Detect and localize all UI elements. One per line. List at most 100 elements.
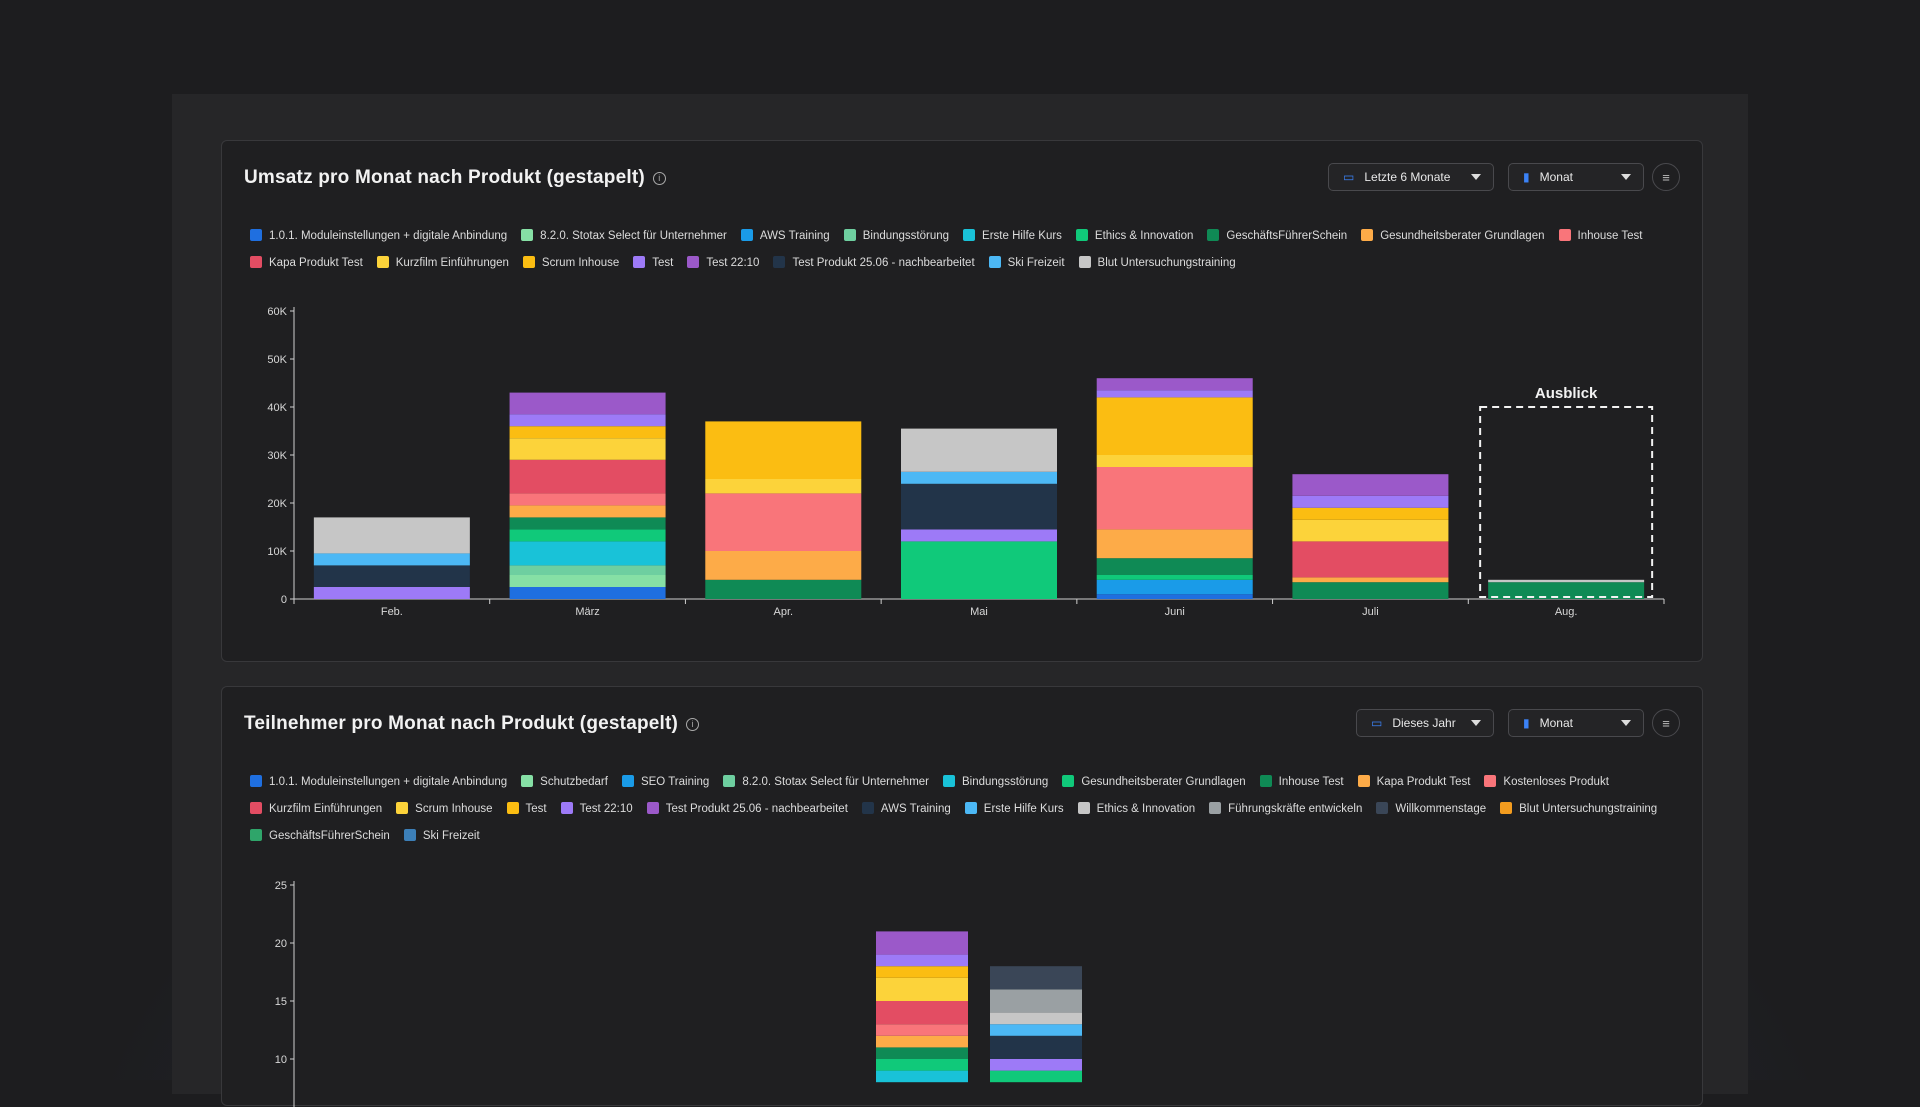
bar-segment[interactable]: [509, 517, 666, 530]
info-icon[interactable]: i: [652, 172, 666, 185]
bar-segment[interactable]: [901, 529, 1057, 542]
bar-segment[interactable]: [509, 459, 666, 494]
bar-segment[interactable]: [1096, 390, 1253, 398]
legend-item[interactable]: Bindungsstörung: [843, 223, 949, 250]
bar-segment[interactable]: [509, 587, 666, 599]
legend-item[interactable]: Ethics & Innovation: [1075, 223, 1193, 250]
legend-item[interactable]: Kapa Produkt Test: [250, 250, 363, 277]
bar-segment[interactable]: [509, 529, 666, 542]
legend-item[interactable]: Kurzfilm Einführungen: [250, 796, 382, 823]
bar-segment[interactable]: [1096, 467, 1253, 530]
legend-item[interactable]: 8.2.0. Stotax Select für Unternehmer: [723, 769, 929, 796]
legend-item[interactable]: Test Produkt 25.06 - nachbearbeitet: [773, 250, 975, 277]
bar-segment[interactable]: [509, 575, 666, 587]
legend-item[interactable]: GeschäftsFührerSchein: [250, 823, 390, 850]
bar-segment[interactable]: [876, 1059, 968, 1071]
legend-item[interactable]: Test 22:10: [560, 796, 633, 823]
legend-item[interactable]: 8.2.0. Stotax Select für Unternehmer: [521, 223, 727, 250]
legend-item[interactable]: Scrum Inhouse: [522, 250, 619, 277]
bar-segment[interactable]: [509, 541, 666, 566]
bar-segment[interactable]: [1292, 582, 1449, 599]
bar-segment[interactable]: [509, 392, 666, 415]
bar-segment[interactable]: [1096, 455, 1253, 467]
legend-item[interactable]: GeschäftsFührerSchein: [1207, 223, 1347, 250]
bar-segment[interactable]: [990, 1024, 1082, 1036]
legend-item[interactable]: Gesundheitsberater Grundlagen: [1361, 223, 1545, 250]
bar-segment[interactable]: [1488, 579, 1645, 583]
legend-item[interactable]: Führungskräfte entwickeln: [1209, 796, 1362, 823]
legend-item[interactable]: AWS Training: [861, 796, 951, 823]
legend-item[interactable]: Bindungsstörung: [943, 769, 1048, 796]
legend-item[interactable]: Erste Hilfe Kurs: [963, 223, 1062, 250]
bar-segment[interactable]: [1292, 474, 1449, 496]
bar-segment[interactable]: [705, 421, 862, 479]
bar-segment[interactable]: [1096, 378, 1253, 391]
bar-segment[interactable]: [876, 1035, 968, 1048]
bar-segment[interactable]: [901, 483, 1057, 530]
bar-segment[interactable]: [1292, 507, 1449, 520]
legend-item[interactable]: AWS Training: [740, 223, 830, 250]
bar-segment[interactable]: [990, 1070, 1082, 1083]
bar-segment[interactable]: [1096, 579, 1253, 595]
bar-segment[interactable]: [509, 493, 666, 506]
interval-dropdown[interactable]: ▮ Monat: [1508, 163, 1644, 191]
bar-segment[interactable]: [901, 471, 1057, 484]
bar-segment[interactable]: [990, 1012, 1082, 1025]
bar-segment[interactable]: [901, 428, 1057, 472]
legend-item[interactable]: Test: [633, 250, 673, 277]
legend-item[interactable]: Willkommenstage: [1376, 796, 1486, 823]
legend-item[interactable]: Blut Untersuchungstraining: [1500, 796, 1657, 823]
bar-segment[interactable]: [509, 426, 666, 439]
bar-segment[interactable]: [705, 479, 862, 494]
filter-icon[interactable]: ≡: [1652, 163, 1680, 191]
legend-item[interactable]: Ski Freizeit: [403, 823, 480, 850]
bar-segment[interactable]: [876, 1001, 968, 1025]
bar-segment[interactable]: [876, 954, 968, 967]
bar-segment[interactable]: [876, 931, 968, 955]
bar-segment[interactable]: [313, 553, 470, 566]
bar-segment[interactable]: [1096, 558, 1253, 575]
bar-segment[interactable]: [313, 587, 470, 599]
bar-segment[interactable]: [313, 517, 470, 554]
legend-item[interactable]: Test Produkt 25.06 - nachbearbeitet: [646, 796, 848, 823]
legend-item[interactable]: Schutzbedarf: [521, 769, 608, 796]
bar-segment[interactable]: [1292, 519, 1449, 542]
legend-item[interactable]: 1.0.1. Moduleinstellungen + digitale Anb…: [250, 769, 507, 796]
bar-segment[interactable]: [705, 493, 862, 551]
bar-segment[interactable]: [990, 966, 1082, 990]
legend-item[interactable]: Test: [506, 796, 547, 823]
bar-segment[interactable]: [1096, 397, 1253, 455]
bar-segment[interactable]: [876, 966, 968, 978]
filter-icon[interactable]: ≡: [1652, 709, 1680, 737]
bar-segment[interactable]: [1292, 541, 1449, 578]
legend-item[interactable]: Test 22:10: [687, 250, 759, 277]
bar-segment[interactable]: [1096, 594, 1253, 599]
time-range-dropdown[interactable]: ▭ Dieses Jahr: [1356, 709, 1494, 737]
legend-item[interactable]: Blut Untersuchungstraining: [1078, 250, 1236, 277]
legend-item[interactable]: Gesundheitsberater Grundlagen: [1062, 769, 1246, 796]
bar-segment[interactable]: [509, 565, 666, 575]
interval-dropdown[interactable]: ▮ Monat: [1508, 709, 1644, 737]
bar-segment[interactable]: [509, 438, 666, 460]
legend-item[interactable]: SEO Training: [621, 769, 709, 796]
bar-segment[interactable]: [1096, 575, 1253, 580]
bar-segment[interactable]: [509, 505, 666, 518]
bar-segment[interactable]: [990, 989, 1082, 1013]
bar-segment[interactable]: [705, 551, 862, 580]
bar-segment[interactable]: [876, 1047, 968, 1059]
bar-segment[interactable]: [705, 579, 862, 599]
bar-segment[interactable]: [1292, 577, 1449, 583]
legend-item[interactable]: Kurzfilm Einführungen: [376, 250, 509, 277]
time-range-dropdown[interactable]: ▭ Letzte 6 Monate: [1328, 163, 1494, 191]
legend-item[interactable]: Ethics & Innovation: [1077, 796, 1195, 823]
info-icon[interactable]: i: [686, 718, 700, 731]
legend-item[interactable]: Ski Freizeit: [988, 250, 1065, 277]
legend-item[interactable]: Inhouse Test: [1259, 769, 1344, 796]
bar-segment[interactable]: [1096, 529, 1253, 559]
bar-segment[interactable]: [876, 977, 968, 1001]
legend-item[interactable]: Kapa Produkt Test: [1357, 769, 1470, 796]
legend-item[interactable]: Erste Hilfe Kurs: [964, 796, 1064, 823]
legend-item[interactable]: Scrum Inhouse: [396, 796, 493, 823]
bar-segment[interactable]: [990, 1035, 1082, 1059]
legend-item[interactable]: Kostenloses Produkt: [1484, 769, 1609, 796]
